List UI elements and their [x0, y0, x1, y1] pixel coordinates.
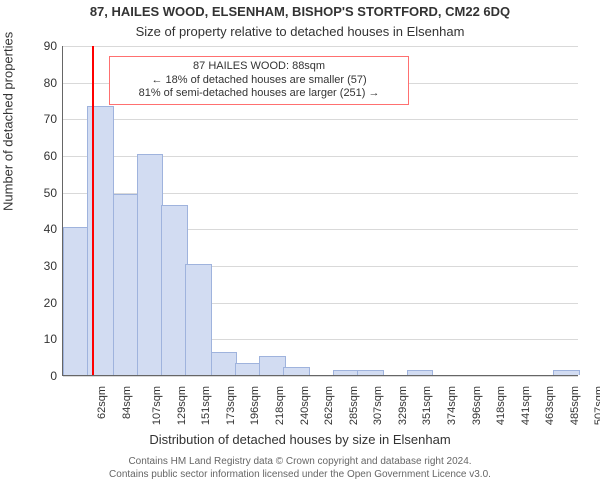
plot-area: 010203040506070809062sqm84sqm107sqm129sq…: [62, 46, 578, 376]
gridline-h: [63, 376, 578, 377]
property-size-histogram: 87, HAILES WOOD, ELSENHAM, BISHOP'S STOR…: [0, 0, 600, 500]
caption-line-2: Contains public sector information licen…: [0, 469, 600, 482]
x-tick-label: 307sqm: [372, 386, 384, 425]
x-tick-label: 240sqm: [299, 386, 311, 425]
annotation-box: 87 HAILES WOOD: 88sqm← 18% of detached h…: [109, 56, 408, 105]
annotation-line: 81% of semi-detached houses are larger (…: [116, 87, 401, 101]
histogram-bar: [185, 264, 212, 375]
y-tick-label: 20: [44, 296, 57, 310]
data-source-caption: Contains HM Land Registry data © Crown c…: [0, 456, 600, 481]
histogram-bar: [259, 356, 286, 375]
histogram-bar: [407, 370, 434, 375]
chart-subtitle: Size of property relative to detached ho…: [0, 24, 600, 39]
y-tick-label: 60: [44, 149, 57, 163]
histogram-bar: [113, 194, 140, 375]
histogram-bar: [553, 370, 580, 375]
annotation-line: ← 18% of detached houses are smaller (57…: [116, 74, 401, 88]
x-tick-label: 173sqm: [225, 386, 237, 425]
y-tick-label: 0: [50, 369, 57, 383]
x-tick-label: 463sqm: [544, 386, 556, 425]
histogram-bar: [161, 205, 188, 375]
x-tick-label: 218sqm: [274, 386, 286, 425]
x-tick-label: 285sqm: [348, 386, 360, 425]
y-tick-label: 80: [44, 76, 57, 90]
address-title: 87, HAILES WOOD, ELSENHAM, BISHOP'S STOR…: [0, 4, 600, 19]
x-tick-label: 151sqm: [200, 386, 212, 425]
x-tick-label: 84sqm: [121, 386, 133, 419]
y-tick-label: 10: [44, 332, 57, 346]
y-tick-label: 40: [44, 222, 57, 236]
y-tick-label: 70: [44, 112, 57, 126]
x-tick-label: 441sqm: [520, 386, 532, 425]
y-tick-label: 90: [44, 39, 57, 53]
histogram-bar: [283, 367, 310, 375]
reference-line: [92, 46, 94, 375]
x-tick-label: 396sqm: [471, 386, 483, 425]
x-tick-label: 485sqm: [569, 386, 581, 425]
gridline-h: [63, 119, 578, 120]
x-axis-label: Distribution of detached houses by size …: [0, 432, 600, 447]
x-tick-label: 129sqm: [176, 386, 188, 425]
gridline-h: [63, 46, 578, 47]
y-tick-label: 50: [44, 186, 57, 200]
x-tick-label: 418sqm: [495, 386, 507, 425]
histogram-bar: [63, 227, 90, 375]
histogram-bar: [137, 154, 164, 375]
histogram-bar: [333, 370, 360, 375]
x-tick-label: 262sqm: [323, 386, 335, 425]
x-tick-label: 374sqm: [446, 386, 458, 425]
histogram-bar: [357, 370, 384, 375]
x-tick-label: 329sqm: [397, 386, 409, 425]
annotation-line: 87 HAILES WOOD: 88sqm: [116, 60, 401, 74]
x-tick-label: 507sqm: [594, 386, 600, 425]
x-tick-label: 62sqm: [96, 386, 108, 419]
caption-line-1: Contains HM Land Registry data © Crown c…: [0, 456, 600, 469]
x-tick-label: 107sqm: [151, 386, 163, 425]
histogram-bar: [211, 352, 238, 375]
histogram-bar: [235, 363, 262, 375]
y-tick-label: 30: [44, 259, 57, 273]
y-axis-label: Number of detached properties: [1, 32, 16, 211]
x-tick-label: 196sqm: [250, 386, 262, 425]
x-tick-label: 351sqm: [422, 386, 434, 425]
